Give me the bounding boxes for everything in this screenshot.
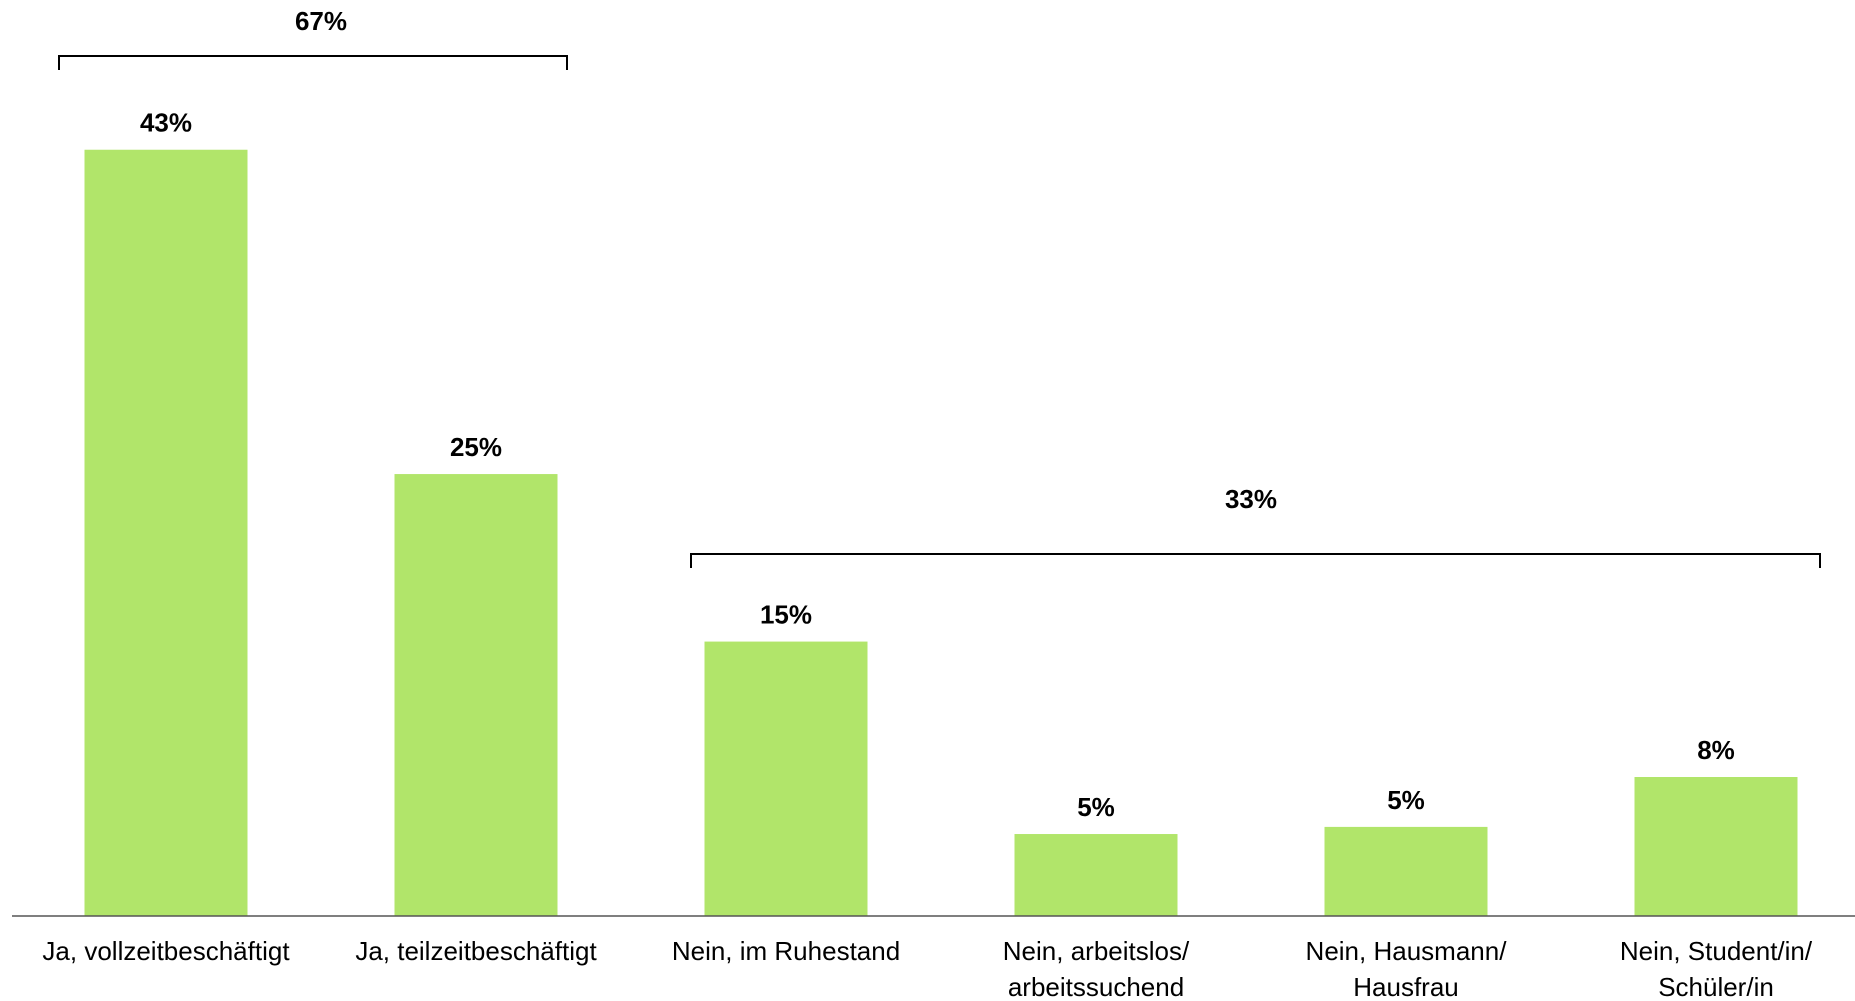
x-tick-label: Nein, Student/in/Schüler/in — [1620, 936, 1813, 1001]
bracket — [58, 55, 568, 70]
bar — [1324, 826, 1488, 916]
x-tick-line: Nein, im Ruhestand — [672, 936, 900, 966]
bar — [84, 149, 248, 917]
x-tick-line: Nein, Hausmann/ — [1306, 936, 1508, 966]
value-label: 25% — [450, 432, 502, 462]
bracket-label: 33% — [1225, 484, 1277, 514]
value-label: 15% — [760, 600, 812, 630]
x-tick-line: Ja, vollzeitbeschäftigt — [42, 936, 290, 966]
bar — [704, 641, 868, 916]
x-tick-line: Nein, arbeitslos/ — [1003, 936, 1190, 966]
x-tick-label: Ja, vollzeitbeschäftigt — [42, 936, 290, 966]
x-tick-label: Nein, im Ruhestand — [672, 936, 900, 966]
bar — [1014, 834, 1178, 916]
x-tick-line: Ja, teilzeitbeschäftigt — [355, 936, 597, 966]
bar — [394, 474, 558, 916]
x-tick-line: Nein, Student/in/ — [1620, 936, 1813, 966]
bracket-label: 67% — [295, 6, 347, 36]
x-tick-line: Schüler/in — [1658, 972, 1774, 1001]
x-tick-label: Nein, Hausmann/Hausfrau — [1306, 936, 1508, 1001]
x-tick-label: Ja, teilzeitbeschäftigt — [355, 936, 597, 966]
x-tick-line: arbeitssuchend — [1008, 972, 1184, 1001]
value-label: 5% — [1387, 785, 1425, 815]
x-tick-label: Nein, arbeitslos/arbeitssuchend — [1003, 936, 1190, 1001]
bracket — [690, 553, 1821, 568]
x-tick-line: Hausfrau — [1353, 972, 1459, 1001]
value-label: 5% — [1077, 792, 1115, 822]
value-label: 8% — [1697, 735, 1735, 765]
bar — [1634, 777, 1798, 916]
value-label: 43% — [140, 108, 192, 138]
